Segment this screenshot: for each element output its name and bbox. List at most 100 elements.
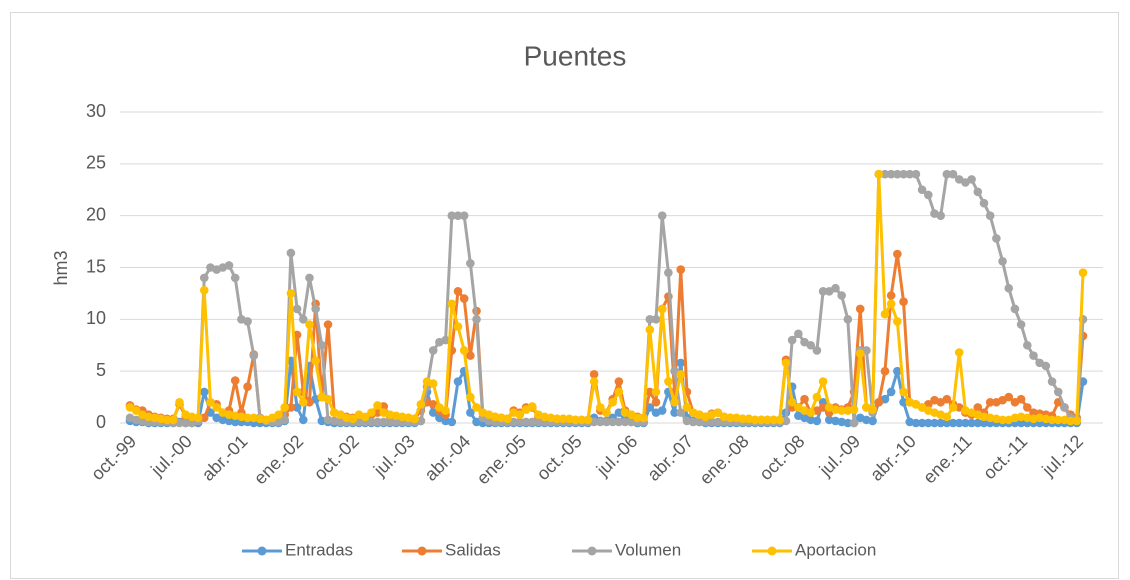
- point: [447, 417, 457, 427]
- point: [596, 417, 605, 427]
- point: [657, 406, 667, 415]
- chart-frame: [10, 12, 1119, 579]
- point: [781, 358, 791, 368]
- point: [131, 406, 141, 415]
- point: [750, 415, 760, 425]
- point: [466, 408, 475, 417]
- point: [930, 418, 939, 428]
- point: [602, 408, 611, 417]
- point: [453, 377, 463, 386]
- point: [1053, 415, 1063, 425]
- point: [818, 403, 828, 412]
- point: [199, 273, 209, 283]
- point: [664, 377, 673, 386]
- point: [812, 416, 822, 426]
- legend-marker: [587, 546, 597, 556]
- point: [942, 412, 952, 422]
- point: [979, 418, 989, 428]
- point: [843, 418, 853, 428]
- point: [373, 401, 382, 410]
- point: [472, 403, 481, 412]
- point: [336, 417, 345, 427]
- point: [602, 417, 611, 427]
- point: [583, 415, 593, 425]
- point: [466, 392, 475, 402]
- point: [998, 415, 1007, 425]
- point: [416, 400, 426, 409]
- point: [608, 417, 617, 427]
- point: [1066, 416, 1075, 426]
- point: [998, 256, 1007, 266]
- point: [608, 397, 617, 407]
- point: [676, 358, 686, 368]
- point: [391, 417, 401, 427]
- point: [280, 415, 290, 425]
- point: [880, 366, 890, 376]
- point: [224, 261, 234, 270]
- point: [942, 394, 952, 404]
- point: [298, 315, 308, 324]
- point: [806, 340, 816, 350]
- point: [453, 287, 463, 296]
- point: [534, 417, 543, 427]
- point: [985, 211, 995, 220]
- point: [682, 403, 692, 412]
- point: [212, 403, 221, 412]
- point: [230, 417, 240, 427]
- point: [428, 346, 438, 355]
- point: [917, 418, 927, 428]
- point: [787, 397, 797, 407]
- y-tick-label: 20: [86, 204, 106, 224]
- point: [973, 187, 983, 197]
- point: [428, 379, 438, 388]
- point: [948, 418, 958, 428]
- point: [645, 325, 655, 335]
- point: [639, 413, 648, 423]
- point: [849, 405, 859, 414]
- y-tick-label: 5: [96, 360, 106, 380]
- point: [886, 169, 896, 179]
- point: [973, 403, 983, 412]
- point: [1016, 320, 1026, 329]
- point: [992, 234, 1001, 243]
- point: [899, 387, 908, 397]
- point: [713, 417, 723, 427]
- point: [527, 417, 537, 427]
- point: [651, 315, 661, 324]
- point: [1047, 415, 1057, 425]
- point: [441, 406, 450, 415]
- point: [911, 169, 921, 179]
- point: [651, 397, 661, 407]
- point: [521, 417, 531, 427]
- point: [899, 169, 908, 179]
- point: [893, 317, 902, 326]
- point: [855, 304, 865, 314]
- point: [596, 403, 605, 412]
- point: [849, 418, 859, 428]
- point: [360, 412, 370, 422]
- point: [1016, 394, 1026, 404]
- point: [558, 414, 568, 424]
- point: [812, 346, 822, 355]
- point: [1060, 403, 1069, 412]
- point: [800, 394, 809, 404]
- legend-label: Entradas: [285, 540, 353, 559]
- point: [880, 169, 890, 179]
- point: [459, 211, 469, 220]
- point: [286, 248, 296, 258]
- point: [367, 417, 376, 427]
- point: [286, 289, 296, 298]
- point: [466, 351, 475, 360]
- point: [818, 287, 828, 296]
- point: [688, 417, 698, 427]
- point: [657, 304, 667, 314]
- point: [787, 335, 797, 345]
- point: [831, 283, 840, 293]
- point: [651, 387, 661, 397]
- point: [633, 413, 642, 423]
- legend-label: Volumen: [615, 540, 681, 559]
- point: [292, 403, 302, 412]
- point: [893, 249, 902, 259]
- point: [614, 377, 624, 386]
